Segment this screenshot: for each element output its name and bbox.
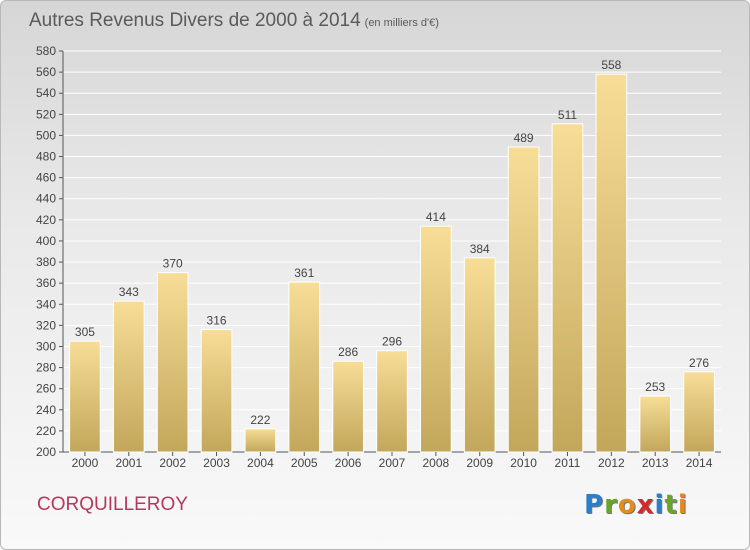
- y-tick-label: 260: [36, 382, 56, 396]
- bar: [200, 329, 233, 453]
- bar: [376, 350, 408, 453]
- bar: [595, 73, 628, 453]
- x-tick-label: 2012: [598, 456, 625, 470]
- x-tick-label: 2002: [159, 456, 186, 470]
- data-label: 296: [382, 335, 402, 349]
- data-label: 305: [75, 325, 95, 339]
- data-label: 370: [163, 257, 183, 271]
- bar: [639, 395, 672, 453]
- title-unit: (en milliers d'€): [364, 17, 439, 29]
- data-label: 414: [426, 210, 446, 224]
- y-tick-label: 360: [36, 276, 56, 290]
- data-label: 253: [645, 380, 665, 394]
- bar: [288, 281, 321, 453]
- chart-title: Autres Revenus Divers de 2000 à 2014 (en …: [29, 10, 439, 32]
- bar: [683, 371, 715, 453]
- y-tick-label: 480: [36, 150, 56, 164]
- y-tick-label: 320: [36, 318, 56, 332]
- x-tick-label: 2006: [335, 456, 362, 470]
- x-tick-label: 2014: [686, 456, 713, 470]
- y-tick-label: 380: [36, 255, 56, 269]
- data-label: 316: [207, 314, 227, 328]
- x-tick-label: 2013: [642, 456, 669, 470]
- x-tick-label: 2005: [291, 456, 318, 470]
- data-label: 343: [119, 285, 139, 299]
- bar: [463, 257, 496, 453]
- x-tick-label: 2001: [115, 456, 142, 470]
- y-tick-label: 580: [36, 44, 56, 58]
- x-tick-label: 2008: [423, 456, 450, 470]
- data-label: 511: [558, 108, 577, 122]
- x-tick-label: 2000: [72, 456, 99, 470]
- logo-letter: i: [654, 490, 665, 520]
- bar: [507, 146, 540, 453]
- x-tick-label: 2007: [379, 456, 406, 470]
- y-tick-label: 200: [36, 445, 56, 459]
- x-tick-label: 2010: [510, 456, 537, 470]
- logo-letter: r: [604, 490, 618, 520]
- data-label: 489: [514, 131, 534, 145]
- bar: [244, 428, 277, 453]
- y-tick-label: 440: [36, 192, 56, 206]
- bar: [551, 123, 584, 453]
- data-label: 276: [689, 356, 709, 370]
- logo-letter: P: [584, 490, 605, 520]
- x-tick-label: 2009: [466, 456, 493, 470]
- x-tick-label: 2011: [555, 456, 581, 470]
- data-label: 558: [601, 58, 621, 72]
- y-tick-label: 540: [36, 86, 56, 100]
- y-tick-label: 220: [36, 424, 56, 438]
- commune-name: CORQUILLEROY: [37, 494, 188, 515]
- bar: [332, 360, 364, 453]
- title-text: Autres Revenus Divers de 2000 à 2014: [29, 10, 361, 31]
- logo-letter: t: [664, 490, 678, 520]
- x-tick-label: 2004: [247, 456, 274, 470]
- data-label: 286: [338, 345, 358, 359]
- y-tick-label: 240: [36, 403, 56, 417]
- y-tick-label: 280: [36, 361, 56, 375]
- y-tick-label: 520: [36, 107, 56, 121]
- data-label: 361: [294, 266, 314, 280]
- x-tick-label: 2003: [203, 456, 230, 470]
- data-label: 222: [250, 413, 270, 427]
- y-tick-label: 560: [36, 65, 56, 79]
- y-tick-label: 500: [36, 128, 56, 142]
- bar: [69, 340, 101, 453]
- y-tick-label: 340: [36, 297, 56, 311]
- logo-letter: x: [636, 490, 655, 520]
- y-tick-label: 300: [36, 339, 56, 353]
- bar: [420, 225, 452, 453]
- proxiti-logo: Proxiti: [584, 490, 688, 520]
- data-label: 384: [470, 242, 490, 256]
- bar: [156, 272, 189, 453]
- logo-letter: i: [677, 490, 688, 520]
- y-tick-label: 420: [36, 213, 56, 227]
- y-tick-label: 400: [36, 234, 56, 248]
- logo-letter: o: [617, 490, 637, 520]
- y-tick-label: 460: [36, 171, 56, 185]
- bar: [112, 300, 145, 453]
